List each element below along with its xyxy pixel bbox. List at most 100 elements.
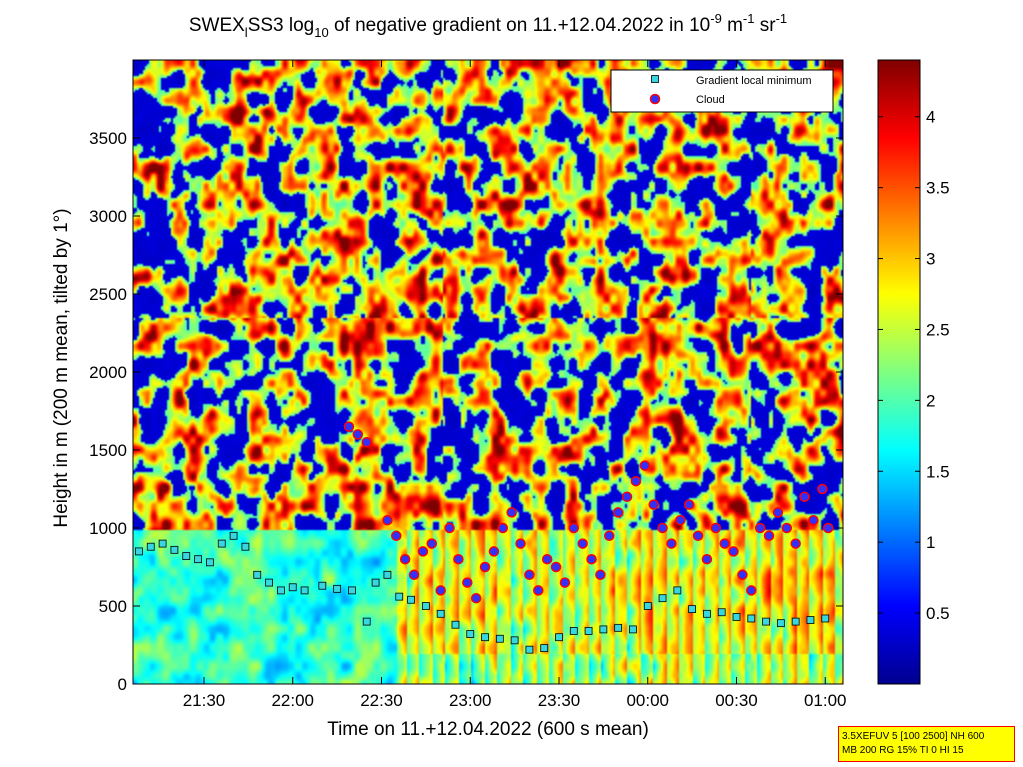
gradient-min-marker <box>525 645 534 654</box>
y-tick-label: 3500 <box>89 129 127 148</box>
gradient-min-marker <box>776 619 785 628</box>
cloud-marker <box>559 577 571 588</box>
cloud-marker <box>692 530 704 542</box>
gradient-min-marker <box>265 578 273 587</box>
gradient-min-marker <box>806 616 815 624</box>
gradient-min-marker <box>288 583 297 592</box>
colorbar-gradient <box>877 59 921 685</box>
gradient-min-marker <box>407 595 415 604</box>
cloud-marker <box>541 553 553 565</box>
y-tick-label: 1500 <box>89 441 127 460</box>
legend-marker-gradient-min <box>651 75 659 83</box>
cloud-marker <box>817 483 828 495</box>
legend-label-cloud: Cloud <box>696 94 725 106</box>
gradient-min-marker <box>466 630 475 638</box>
cloud-marker <box>648 499 659 510</box>
gradient-min-marker <box>717 608 726 617</box>
gradient-min-marker <box>348 586 356 595</box>
y-tick-label: 3000 <box>89 207 127 226</box>
cloud-marker <box>462 577 473 588</box>
x-tick-label: 23:30 <box>538 691 581 710</box>
x-tick-label: 01:00 <box>804 691 847 710</box>
colorbar-tick-label: 2 <box>926 391 935 410</box>
gradient-min-marker <box>732 613 741 621</box>
gradient-min-marker <box>333 584 342 593</box>
cloud-marker <box>497 522 509 534</box>
y-tick-label: 2500 <box>89 285 127 304</box>
gradient-min-marker <box>395 592 404 601</box>
cloud-marker <box>621 491 633 503</box>
cloud-marker <box>361 436 372 448</box>
gradient-min-marker <box>584 627 593 635</box>
cloud-marker <box>533 585 544 596</box>
cloud-marker <box>435 585 446 596</box>
cloud-marker <box>550 561 562 573</box>
cloud-marker <box>568 522 580 534</box>
gradient-min-marker <box>658 594 667 603</box>
y-tick-label: 2000 <box>89 363 127 382</box>
gradient-min-marker <box>747 614 756 623</box>
cloud-marker <box>737 569 748 581</box>
cloud-marker <box>710 522 722 534</box>
cloud-marker <box>515 538 526 549</box>
colorbar-tick-label: 0.5 <box>926 604 950 623</box>
gradient-min-marker <box>371 578 380 587</box>
cloud-marker <box>612 507 624 518</box>
x-axis: 21:30 22:00 22:30 23:00 23:30 00:00 00:30 01:00 <box>183 60 847 710</box>
y-tick-label: 1000 <box>89 519 127 538</box>
gradient-min-marker <box>383 570 392 579</box>
y-tick-label: 0 <box>118 675 127 694</box>
gradient-min-marker <box>253 570 262 579</box>
cloud-marker <box>728 546 739 557</box>
gradient-min-marker <box>540 644 549 653</box>
cloud-marker <box>822 522 834 534</box>
cloud-marker <box>506 507 517 518</box>
cloud-marker <box>604 530 615 542</box>
colorbar-tick-label: 1.5 <box>926 462 950 481</box>
info-box: 3.5XEFUV 5 [100 2500] NH 600 MB 200 RG 1… <box>838 726 1015 762</box>
cloud-marker <box>808 514 819 526</box>
cloud-marker <box>754 522 766 534</box>
gradient-min-marker <box>146 542 155 551</box>
cloud-marker <box>444 522 455 534</box>
heatmap-image <box>133 60 843 684</box>
cloud-marker <box>719 538 730 549</box>
x-tick-label: 21:30 <box>183 691 226 710</box>
cloud-marker <box>781 522 793 534</box>
gradient-min-marker <box>194 555 202 564</box>
cloud-marker <box>630 475 642 487</box>
cloud-marker <box>417 546 429 557</box>
gradient-min-marker <box>421 602 430 610</box>
gradient-min-marker <box>703 609 711 618</box>
cloud-marker <box>479 561 491 573</box>
gradient-min-marker <box>510 636 519 645</box>
cloud-marker <box>586 553 597 565</box>
info-line-1: 3.5XEFUV 5 [100 2500] NH 600 <box>842 731 985 742</box>
gradient-min-marker <box>318 581 327 590</box>
gradient-min-marker <box>277 586 285 595</box>
y-tick-label: 500 <box>99 597 127 616</box>
x-tick-label: 00:30 <box>715 691 758 710</box>
cloud-marker <box>666 538 677 549</box>
plot-area: 21:30 22:00 22:30 23:00 23:30 00:00 00:30 01:00… <box>89 59 847 710</box>
gradient-min-marker <box>451 620 460 629</box>
gradient-min-marker <box>688 605 697 614</box>
colorbar-tick-label: 2.5 <box>926 320 950 339</box>
gradient-min-marker <box>206 558 214 567</box>
cloud-marker <box>746 585 757 596</box>
cloud-marker <box>790 538 801 549</box>
gradient-min-marker <box>481 633 489 642</box>
legend-marker-cloud <box>649 93 661 105</box>
gradient-min-marker <box>182 552 191 560</box>
x-axis-label: Time on 11.+12.04.2022 (600 s mean) <box>327 719 649 740</box>
series-layer <box>135 421 834 654</box>
cloud-marker <box>701 553 713 565</box>
x-tick-label: 22:30 <box>360 691 403 710</box>
x-tick-label: 22:00 <box>271 691 314 710</box>
info-line-2: MB 200 RG 15% TI 0 HI 15 <box>842 745 964 756</box>
chart-title: SWEXlSS3 log10 of negative gradient on 1… <box>189 11 787 40</box>
cloud-marker <box>657 522 668 534</box>
gradient-min-marker <box>599 625 608 634</box>
gradient-min-marker <box>217 539 226 548</box>
